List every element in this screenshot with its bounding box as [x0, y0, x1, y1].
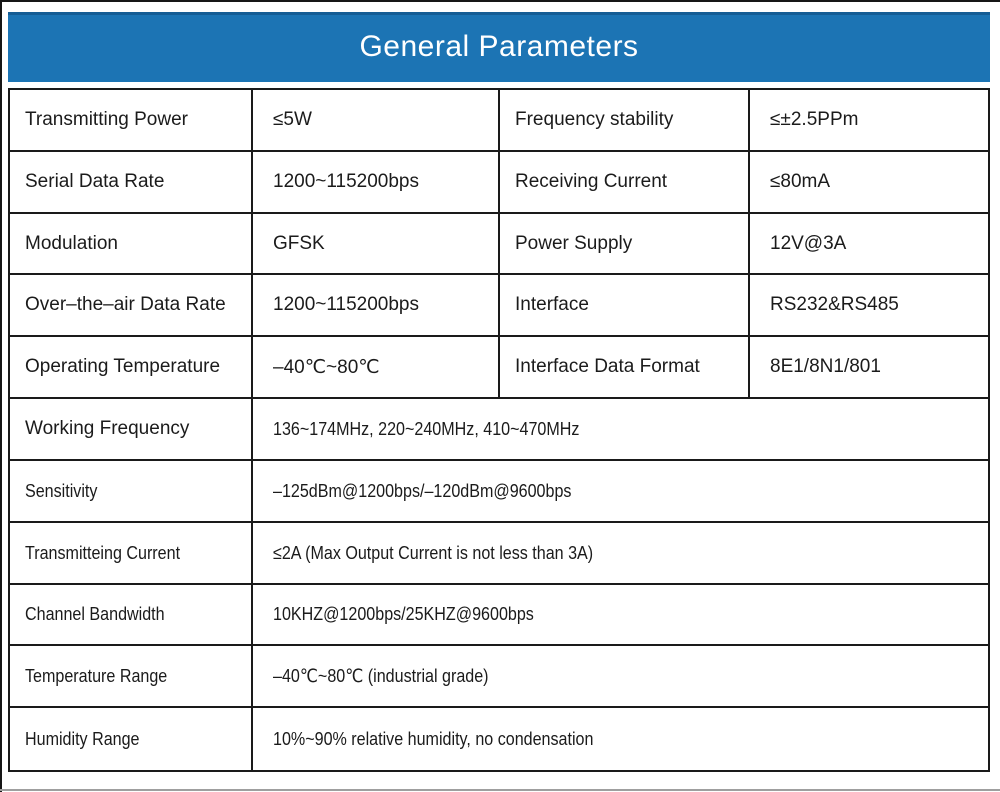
table-row-sensitivity: Sensitivity –125dBm@1200bps/–120dBm@9600…: [10, 460, 988, 523]
table-row-channel-bandwidth: Channel Bandwidth 10KHZ@1200bps/25KHZ@96…: [10, 584, 988, 647]
param-label: Frequency stability: [515, 108, 674, 130]
param-label: Temperature Range: [25, 665, 168, 687]
param-label-cell: Receiving Current: [500, 151, 750, 212]
param-value: –40℃~80℃ (industrial grade): [273, 665, 489, 687]
param-label: Humidity Range: [25, 728, 140, 750]
param-label-cell: Interface Data Format: [500, 337, 750, 398]
param-label-cell: Serial Data Rate: [10, 151, 253, 212]
page-bottom-edge-line: [0, 789, 1000, 791]
param-label: Sensitivity: [25, 479, 98, 501]
param-value: GFSK: [273, 232, 325, 254]
param-value-cell: 136~174MHz, 220~240MHz, 410~470MHz: [253, 399, 988, 459]
param-label-cell: Interface: [500, 275, 750, 336]
param-value: 10KHZ@1200bps/25KHZ@9600bps: [273, 603, 534, 625]
param-value-cell: 1200~115200bps: [253, 275, 500, 336]
param-value-cell: 10%~90% relative humidity, no condensati…: [253, 708, 988, 770]
param-label: Channel Bandwidth: [25, 603, 165, 625]
param-value-cell: ≤±2.5PPm: [750, 90, 988, 150]
param-value: RS232&RS485: [770, 294, 899, 316]
param-label-cell: Channel Bandwidth: [10, 584, 253, 645]
param-value-cell: GFSK: [253, 213, 500, 274]
header-bar: General Parameters: [8, 12, 990, 82]
table-row-transmitting-power: Transmitting Power ≤5W Frequency stabili…: [10, 90, 988, 152]
param-label-cell: Working Frequency: [10, 399, 253, 459]
param-label: Serial Data Rate: [25, 170, 165, 192]
param-value-cell: ≤80mA: [750, 152, 988, 212]
param-label: Power Supply: [515, 232, 633, 254]
table-row-humidity-range: Humidity Range 10%~90% relative humidity…: [10, 708, 988, 770]
param-label: Transmitteing Current: [25, 541, 181, 563]
param-value-cell: 12V@3A: [750, 214, 988, 274]
param-label: Interface: [515, 294, 589, 316]
param-value-cell: ≤2A (Max Output Current is not less than…: [253, 523, 988, 583]
general-parameters-table: Transmitting Power ≤5W Frequency stabili…: [8, 88, 990, 772]
param-label-cell: Humidity Range: [10, 708, 253, 770]
table-row-operating-temperature: Operating Temperature –40℃~80℃ Interface…: [10, 337, 988, 400]
param-label-cell: Sensitivity: [10, 460, 253, 521]
param-label-cell: Transmitting Power: [10, 90, 253, 150]
param-value-cell: RS232&RS485: [750, 275, 988, 335]
page-title: General Parameters: [359, 30, 639, 63]
param-value-cell: 1200~115200bps: [253, 151, 500, 212]
param-label-cell: Operating Temperature: [10, 337, 253, 398]
param-label: Transmitting Power: [25, 108, 188, 130]
param-value: –40℃~80℃: [273, 356, 380, 378]
table-row-over-the-air-data-rate: Over–the–air Data Rate 1200~115200bps In…: [10, 275, 988, 338]
param-value-cell: –40℃~80℃: [253, 337, 500, 398]
param-value-cell: –40℃~80℃ (industrial grade): [253, 646, 988, 706]
table-row-working-frequency: Working Frequency 136~174MHz, 220~240MHz…: [10, 399, 988, 461]
param-label: Receiving Current: [515, 170, 668, 192]
page-top-edge-line: [0, 0, 1000, 2]
param-value-cell: 10KHZ@1200bps/25KHZ@9600bps: [253, 585, 988, 645]
table-row-serial-data-rate: Serial Data Rate 1200~115200bps Receivin…: [10, 151, 988, 214]
param-label-cell: Transmitteing Current: [10, 522, 253, 583]
param-value-cell: ≤5W: [253, 90, 500, 150]
param-value-cell: 8E1/8N1/801: [750, 337, 988, 397]
param-value: 1200~115200bps: [273, 294, 419, 316]
param-value-cell: –125dBm@1200bps/–120dBm@9600bps: [253, 461, 988, 521]
param-label: Modulation: [25, 232, 118, 254]
table-row-modulation: Modulation GFSK Power Supply 12V@3A: [10, 213, 988, 276]
param-label-cell: Power Supply: [500, 213, 750, 274]
param-label-cell: Frequency stability: [500, 90, 750, 150]
param-value: 10%~90% relative humidity, no condensati…: [273, 728, 594, 750]
param-label-cell: Temperature Range: [10, 646, 253, 707]
param-label: Working Frequency: [25, 417, 190, 439]
param-value: 12V@3A: [770, 232, 847, 254]
param-label: Over–the–air Data Rate: [25, 294, 226, 316]
param-value: 8E1/8N1/801: [770, 356, 881, 378]
param-value: 1200~115200bps: [273, 170, 419, 192]
param-value: 136~174MHz, 220~240MHz, 410~470MHz: [273, 417, 580, 439]
param-value: ≤80mA: [770, 170, 831, 192]
param-label: Interface Data Format: [515, 356, 700, 378]
table-row-transmitting-current: Transmitteing Current ≤2A (Max Output Cu…: [10, 522, 988, 585]
param-value: ≤2A (Max Output Current is not less than…: [273, 541, 594, 563]
page-left-edge-line: [0, 0, 2, 792]
param-value: ≤5W: [273, 108, 312, 130]
param-value: –125dBm@1200bps/–120dBm@9600bps: [273, 479, 572, 501]
param-value: ≤±2.5PPm: [770, 108, 859, 130]
param-label: Operating Temperature: [25, 356, 221, 378]
table-row-temperature-range: Temperature Range –40℃~80℃ (industrial g…: [10, 646, 988, 709]
param-label-cell: Over–the–air Data Rate: [10, 275, 253, 336]
param-label-cell: Modulation: [10, 213, 253, 274]
